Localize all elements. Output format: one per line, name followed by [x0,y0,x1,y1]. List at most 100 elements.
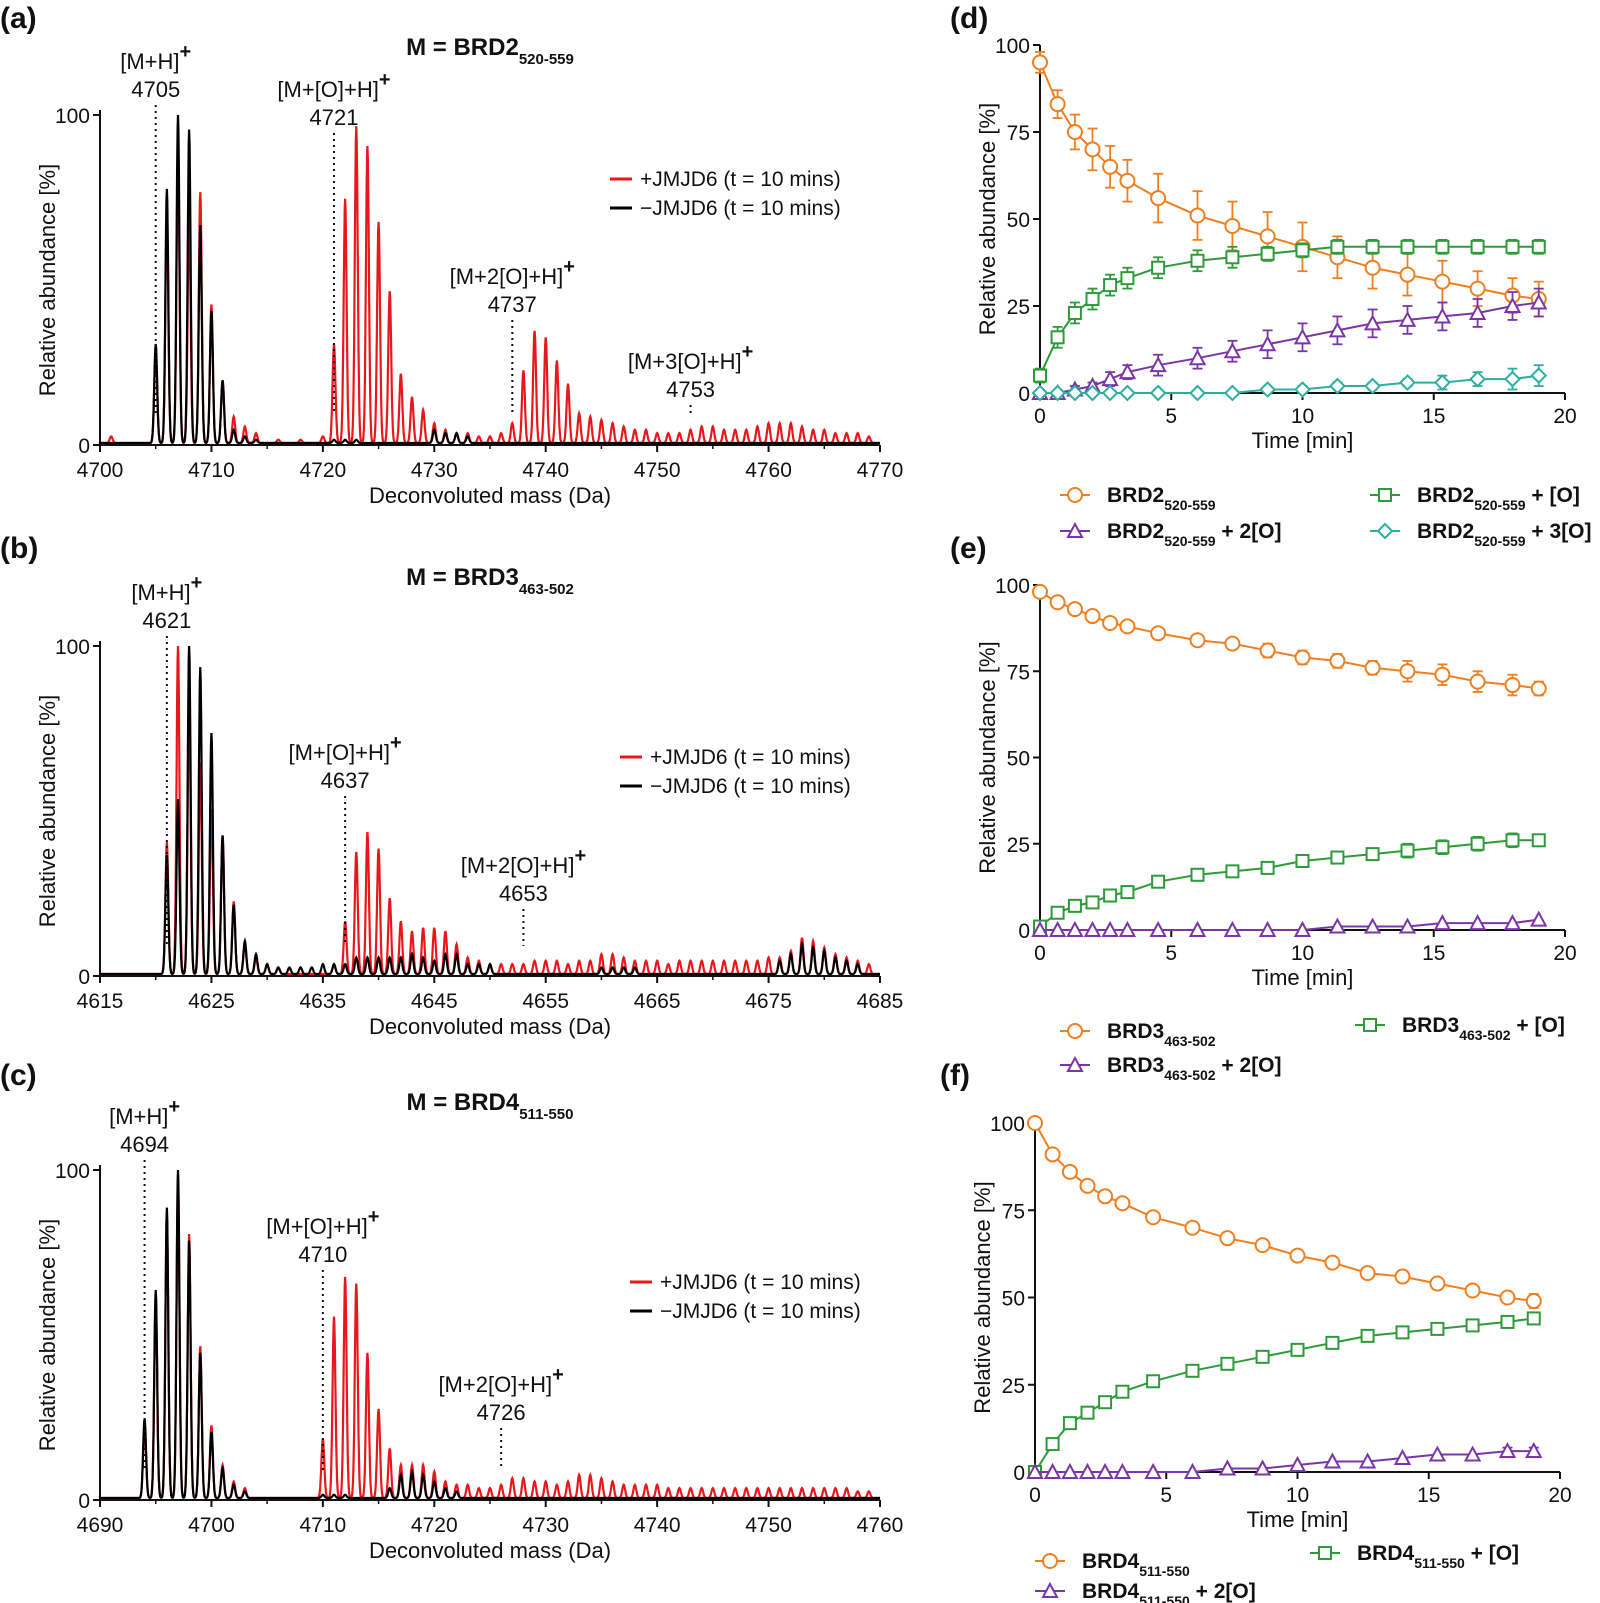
y-axis-label: Relative abundance [%] [35,1219,60,1451]
legend-name: BRD2 [1417,520,1474,543]
data-point [1066,384,1084,402]
data-point [1224,635,1241,652]
x-tick-label: 4625 [188,990,235,1013]
series-line [1039,591,1539,690]
data-point [1398,310,1417,327]
data-point [1151,260,1166,275]
data-point [1290,1342,1305,1357]
y-tick-label: 25 [1007,834,1030,857]
charge-superscript: + [180,41,192,63]
series-line [1040,918,1539,931]
data-point [1219,1230,1236,1247]
x-tick-label: 4750 [634,459,681,482]
data-point [1083,920,1102,937]
data-point [1470,239,1485,254]
legend-label: BRD2520-559 [1107,484,1216,513]
charge-superscript: + [390,732,402,754]
data-point [1328,321,1347,338]
data-point [1260,246,1275,261]
x-axis-label: Deconvoluted mass (Da) [369,483,611,508]
title-main: M = BRD4 [407,1089,520,1116]
x-tick-label: 4760 [745,459,792,482]
data-point [1223,384,1241,402]
annotation-ion: [M+[O]+H]+ [266,1206,379,1239]
data-point [1365,239,1380,254]
x-tick-label: 4730 [411,459,458,482]
data-point [1499,1289,1516,1306]
spectrum-panel-b: (b) M = BRD3463-502 4615 4625 4635 4645 4655 46… [0,532,903,1039]
charge-superscript: + [552,1364,564,1386]
data-point [1469,280,1486,297]
x-tick-label: 10 [1291,405,1314,428]
data-point [1505,239,1520,254]
x-tick-label: 4720 [411,1514,458,1537]
y-tick-label: 50 [1007,209,1030,232]
series-diamond [1031,364,1548,402]
annotation-mass: 4737 [488,292,537,317]
legend-suffix: + 2[O] [1216,1054,1282,1077]
data-point [1323,1452,1342,1469]
data-point [1429,1275,1446,1292]
x-tick-label: 4675 [745,990,792,1013]
panel-label: (e) [950,532,987,565]
ion-formula: [M+[O]+H] [277,77,378,102]
data-point [1032,54,1048,71]
panel-label: (b) [0,532,38,565]
series-minus-jmjd6-trace [98,1169,880,1500]
legend-label: BRD3463-502 + [O] [1402,1014,1565,1043]
series-line [1035,1450,1534,1473]
ion-formula: [M+2[O]+H] [438,1372,552,1397]
legend-suffix: + 2[O] [1190,1580,1256,1603]
data-point [1363,917,1382,934]
data-point [1505,833,1520,848]
x-tick-label: 4760 [857,1514,904,1537]
data-point [1085,895,1100,910]
data-point [1259,642,1276,659]
legend-name: BRD2 [1107,484,1164,507]
data-point [1190,867,1205,882]
annotation-mass: 4653 [499,881,548,906]
legend-subscript: 511-550 [1414,1555,1465,1571]
legend-subscript: 511-550 [1139,1563,1190,1579]
series-plus-jmjd6-trace [98,1174,880,1500]
data-point [1223,342,1242,359]
data-point [1183,1462,1202,1479]
charge-superscript: + [368,1206,380,1228]
kinetics-panel-d: (d) 0 5 10 15 20 0 25 50 75 100 Time [min] Relative … [950,2,1592,549]
y-tick-label: 75 [1002,1200,1025,1223]
data-point [1253,1459,1272,1476]
data-point [1144,1462,1162,1479]
data-point [1188,349,1207,366]
data-point [1151,874,1166,889]
data-point [1254,1237,1271,1254]
data-point [1120,271,1135,286]
legend-subscript: 520-559 [1164,497,1216,513]
x-tick-label: 4710 [299,1514,346,1537]
spectrum-title: M = BRD2520-559 [406,34,574,68]
data-point [1101,920,1119,937]
title-main: M = BRD2 [406,34,519,61]
series-plus-jmjd6-trace [98,645,880,976]
x-axis-label: Time [min] [1247,1507,1349,1532]
data-point [1097,1188,1114,1205]
data-point [1525,1441,1543,1459]
legend-name: BRD4 [1082,1580,1139,1603]
data-point [1394,1268,1411,1285]
ion-formula: [M+H] [109,1104,168,1129]
y-tick-label: 50 [1002,1288,1025,1311]
data-point [1433,913,1452,931]
data-point [1218,1459,1237,1476]
data-point [1146,1374,1161,1389]
data-point [1150,190,1167,207]
data-point [1149,384,1167,402]
x-tick-label: 4665 [634,990,681,1013]
data-point [1096,1462,1114,1479]
data-point [1113,1462,1132,1479]
data-point [1080,1405,1095,1420]
annotation-mass: 4726 [477,1400,526,1425]
x-tick-label: 4700 [77,459,124,482]
data-point [1359,1265,1376,1282]
spectrum-panel-c: (c) M = BRD4511-550 4690 4700 4710 4720 4730 47… [0,1059,903,1563]
x-tick-label: 20 [1553,942,1576,965]
